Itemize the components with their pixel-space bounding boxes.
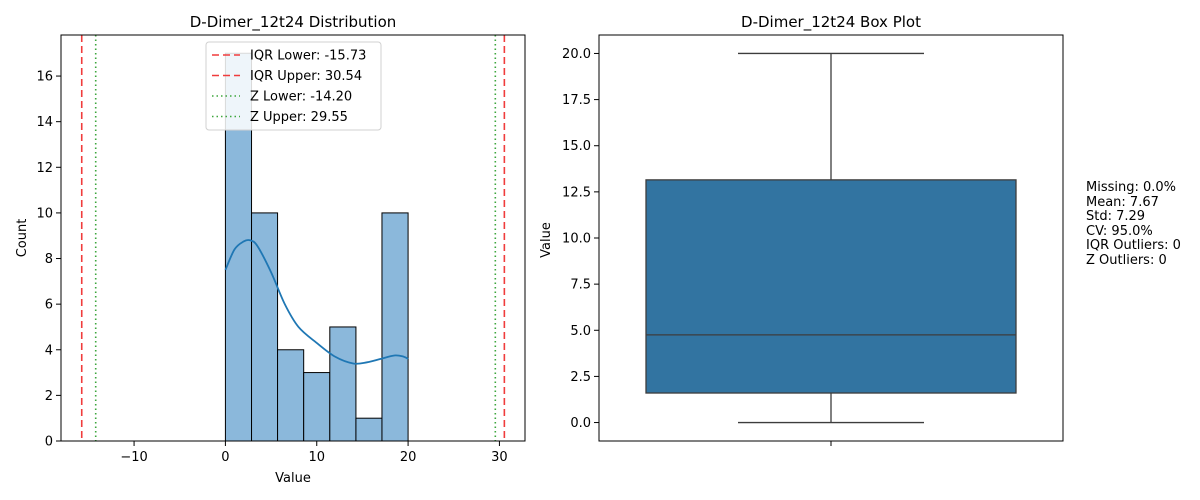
stat-missing: Missing: 0.0% (1086, 180, 1177, 195)
stat-cv: CV: 95.0% (1086, 223, 1153, 239)
histogram-bar-3 (277, 349, 305, 442)
histogram-panel: D-Dimer_12t24 Distribution −10 0 10 20 30 0 2… (15, 13, 526, 486)
y-tick-label: 2.5 (570, 370, 591, 385)
x-tick-label: 30 (491, 450, 508, 465)
y-tick-label: 12.5 (562, 185, 591, 200)
stat-iqr-outliers: IQR Outliers: 0 (1086, 238, 1181, 254)
kde-line (224, 239, 409, 365)
y-tick-label: 17.5 (562, 93, 591, 108)
histogram-bar-7 (381, 212, 409, 442)
legend-box (205, 41, 382, 131)
legend-label-3: Z Lower: -14.20 (250, 90, 352, 105)
y-tick-label: 0 (45, 435, 53, 450)
boxplot-y-label: Value (539, 222, 554, 258)
stats-summary: Missing: 0.0% Mean: 7.67 Std: 7.29 CV: 9… (1086, 180, 1181, 269)
histogram-bar-2 (251, 212, 279, 442)
x-tick-label: −10 (120, 450, 147, 465)
histogram-x-ticks: −10 0 10 20 30 (120, 441, 508, 465)
y-tick-label: 10.0 (562, 232, 591, 247)
y-tick-label: 2 (45, 389, 53, 404)
histogram-bar-5 (329, 326, 357, 442)
boxplot-shapes (645, 52, 1017, 424)
legend-label-1: IQR Lower: -15.73 (250, 49, 366, 64)
stat-z-outliers: Z Outliers: 0 (1086, 252, 1167, 268)
y-tick-label: 7.5 (570, 278, 591, 293)
x-tick-label: 0 (221, 450, 229, 465)
y-tick-label: 16 (36, 70, 53, 85)
iqr-box (645, 179, 1017, 394)
histogram-x-label: Value (275, 471, 311, 486)
stat-mean: Mean: 7.67 (1086, 194, 1159, 210)
histogram-y-ticks: 0 2 4 6 8 10 12 14 16 (36, 70, 61, 450)
histogram-bar-4 (303, 372, 331, 442)
y-tick-label: 6 (45, 298, 53, 313)
threshold-lines (80, 35, 506, 441)
stat-std: Std: 7.29 (1086, 209, 1146, 225)
y-tick-label: 12 (36, 161, 53, 176)
boxplot-title: D-Dimer_12t24 Box Plot (741, 13, 921, 32)
boxplot-y-ticks: 0.0 2.5 5.0 7.5 10.0 12.5 15.0 17.5 20.0 (562, 47, 599, 431)
y-tick-label: 15.0 (562, 139, 591, 154)
histogram-plot-frame (60, 34, 526, 442)
y-tick-label: 14 (36, 115, 53, 130)
legend-label-2: IQR Upper: 30.54 (250, 69, 362, 84)
histogram-legend: IQR Lower: -15.73 IQR Upper: 30.54 Z Lower… (205, 41, 382, 131)
kde-curve (224, 239, 409, 365)
histogram-y-label: Count (15, 219, 30, 258)
legend-label-4: Z Upper: 29.55 (250, 110, 348, 125)
y-tick-label: 0.0 (570, 416, 591, 431)
histogram-bar-6 (355, 417, 383, 442)
y-tick-label: 4 (45, 343, 53, 358)
x-tick-label: 10 (308, 450, 325, 465)
y-tick-label: 8 (45, 252, 53, 267)
histogram-title: D-Dimer_12t24 Distribution (190, 13, 397, 32)
boxplot-panel: D-Dimer_12t24 Box Plot 0.0 2.5 5.0 7.5 10.0 1… (539, 13, 1064, 446)
y-tick-label: 20.0 (562, 47, 591, 62)
x-tick-label: 20 (400, 450, 417, 465)
y-tick-label: 5.0 (570, 324, 591, 339)
y-tick-label: 10 (36, 206, 53, 221)
